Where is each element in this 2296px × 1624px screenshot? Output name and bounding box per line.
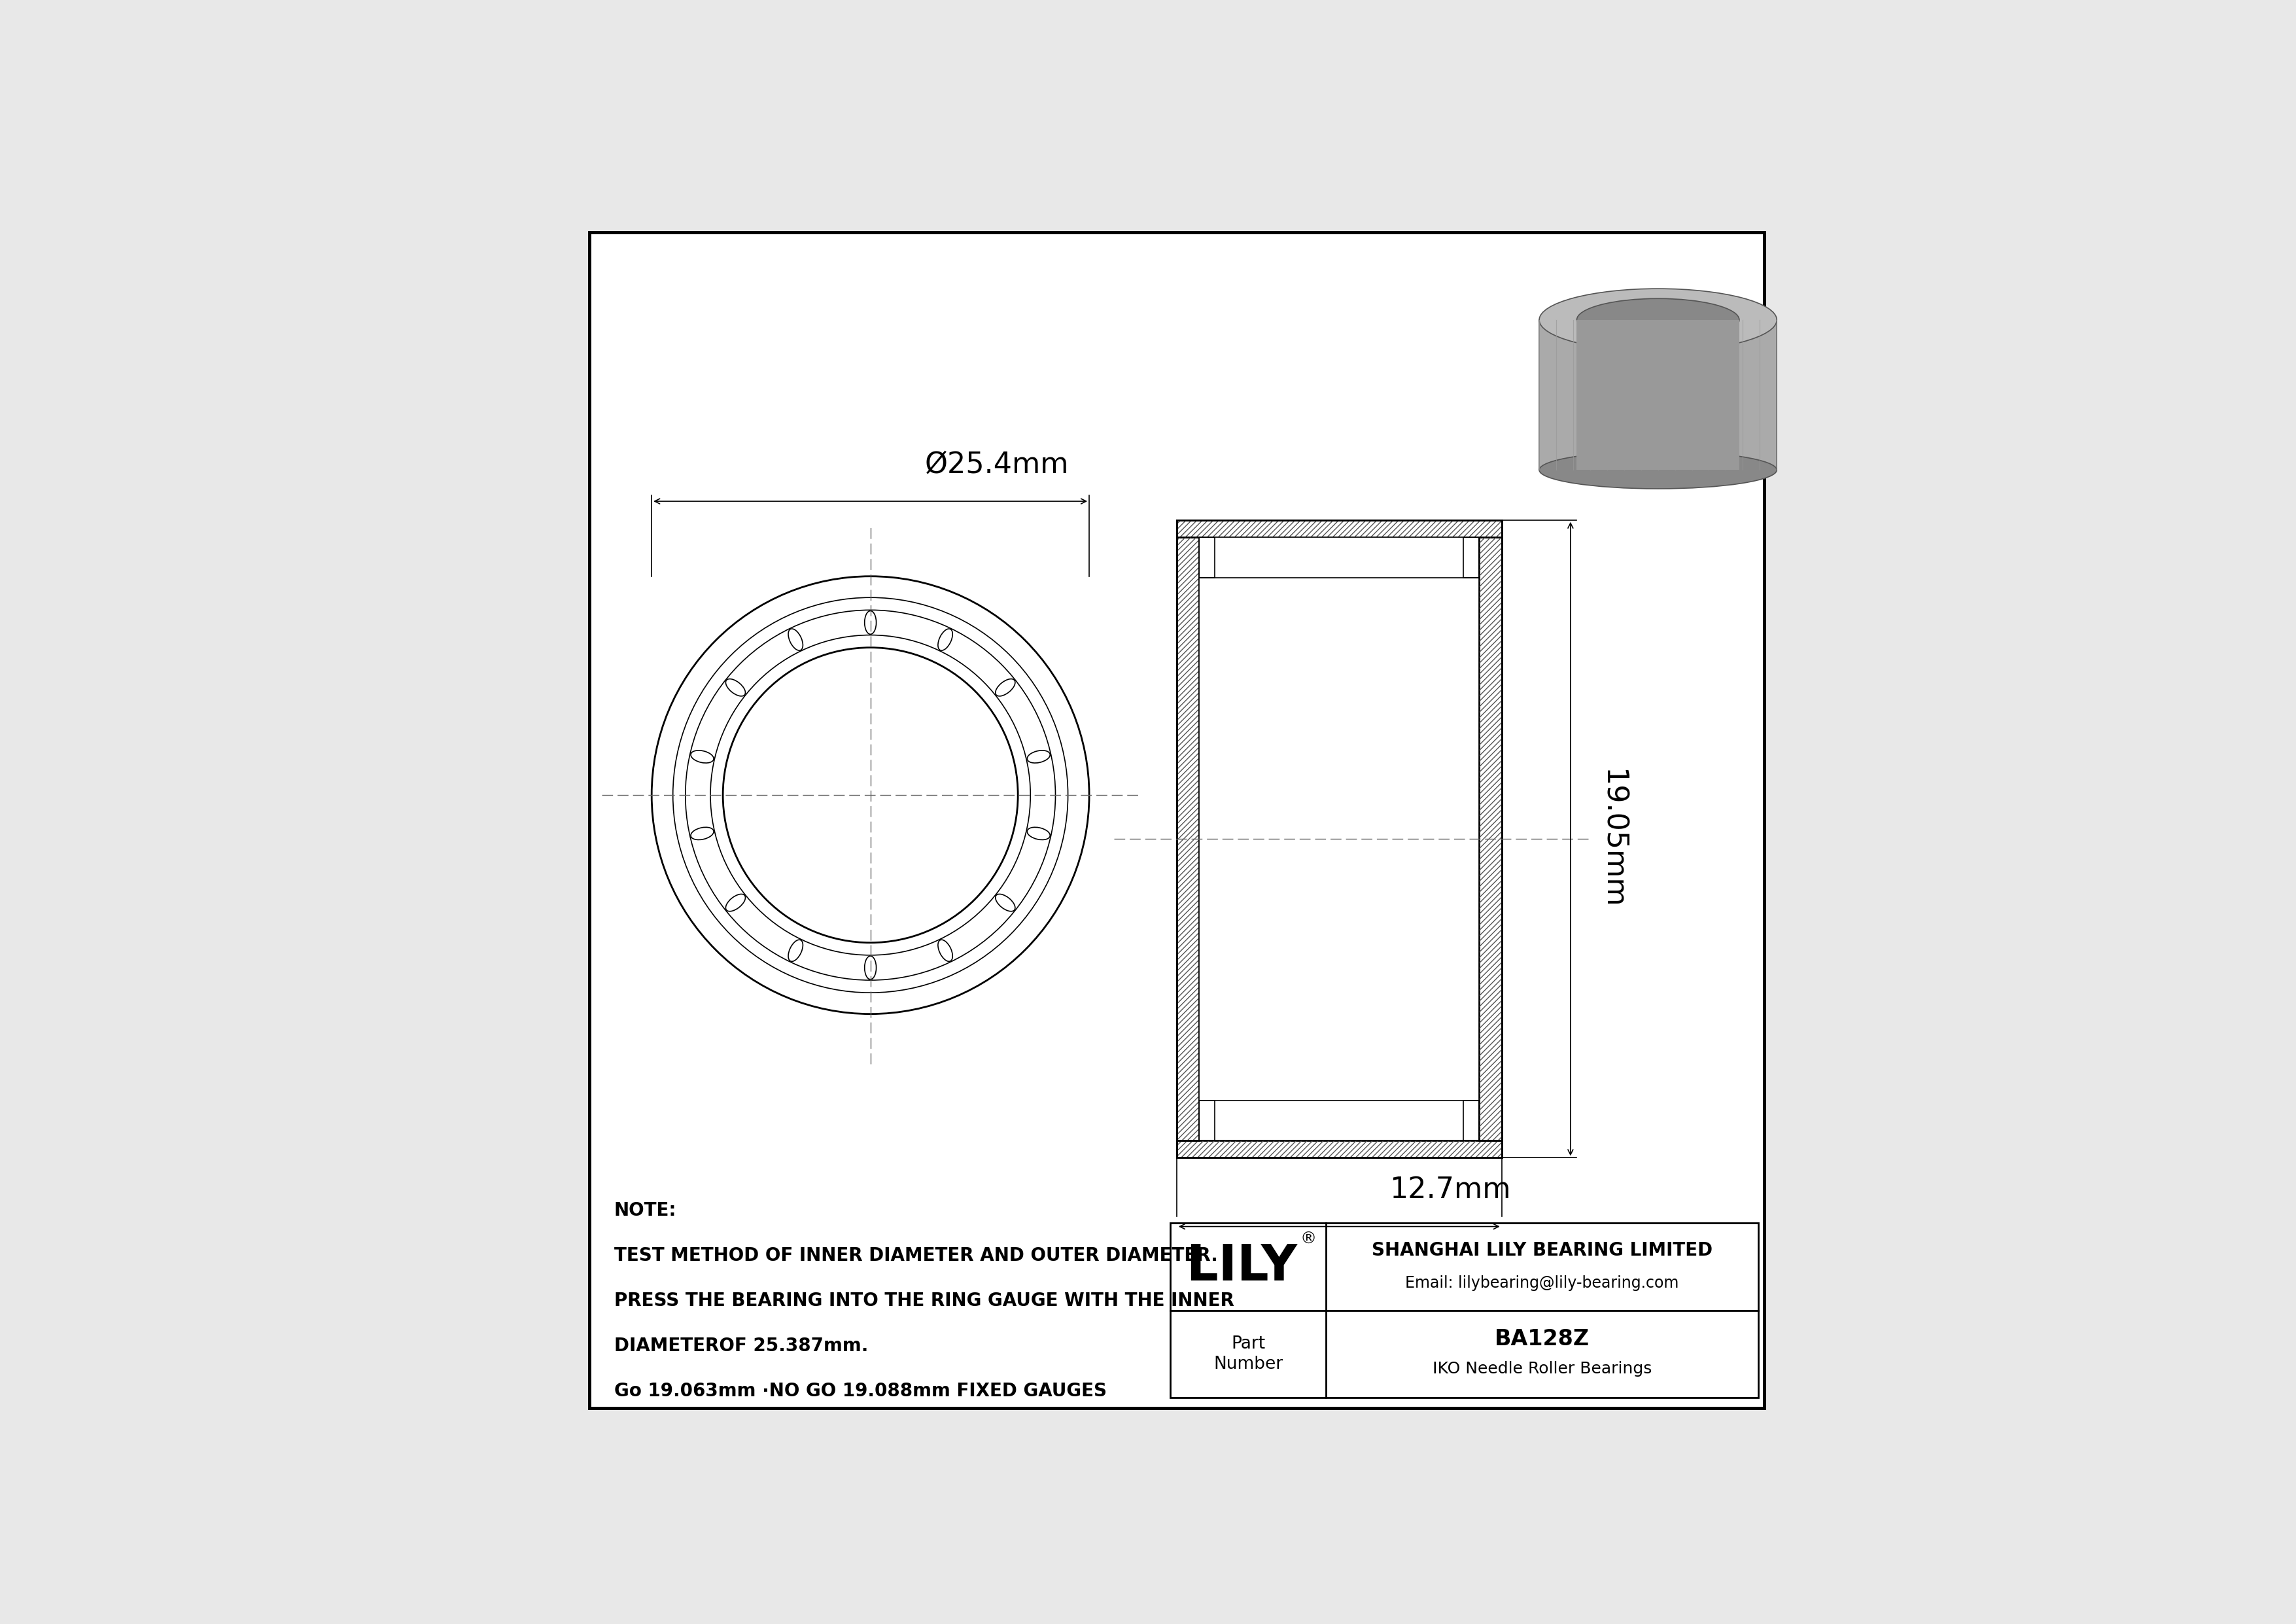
Text: ®: ®: [1300, 1231, 1316, 1247]
Ellipse shape: [996, 895, 1015, 911]
Ellipse shape: [1538, 289, 1777, 351]
Text: BA128Z: BA128Z: [1495, 1328, 1589, 1350]
Bar: [1199, 538, 1215, 578]
Ellipse shape: [996, 679, 1015, 697]
Ellipse shape: [939, 940, 953, 961]
Text: Number: Number: [1215, 1356, 1283, 1372]
Bar: [1479, 538, 1502, 1140]
Bar: [1479, 538, 1502, 1140]
Bar: [1176, 1140, 1502, 1158]
Bar: [1176, 538, 1199, 1140]
Ellipse shape: [1577, 299, 1740, 341]
Ellipse shape: [1026, 827, 1049, 840]
Bar: [1176, 1140, 1502, 1158]
Bar: [1463, 1099, 1479, 1140]
Ellipse shape: [726, 895, 746, 911]
Ellipse shape: [866, 611, 877, 635]
Ellipse shape: [866, 957, 877, 979]
Ellipse shape: [1538, 451, 1777, 489]
Text: Email: lilybearing@lily-bearing.com: Email: lilybearing@lily-bearing.com: [1405, 1275, 1678, 1291]
Ellipse shape: [788, 628, 804, 651]
Text: IKO Needle Roller Bearings: IKO Needle Roller Bearings: [1433, 1361, 1651, 1377]
Text: DIAMETEROF 25.387mm.: DIAMETEROF 25.387mm.: [613, 1337, 868, 1354]
Text: SHANGHAI LILY BEARING LIMITED: SHANGHAI LILY BEARING LIMITED: [1371, 1241, 1713, 1260]
Ellipse shape: [939, 628, 953, 651]
Bar: [1171, 1223, 1759, 1398]
Text: Ø25.4mm: Ø25.4mm: [925, 450, 1070, 479]
Text: Go 19.063mm ·NO GO 19.088mm FIXED GAUGES: Go 19.063mm ·NO GO 19.088mm FIXED GAUGES: [613, 1382, 1107, 1400]
Text: NOTE:: NOTE:: [613, 1202, 677, 1220]
Bar: [1577, 320, 1740, 469]
Text: LILY: LILY: [1187, 1242, 1297, 1291]
Text: PRESS THE BEARING INTO THE RING GAUGE WITH THE INNER: PRESS THE BEARING INTO THE RING GAUGE WI…: [613, 1291, 1235, 1311]
Text: TEST METHOD OF INNER DIAMETER AND OUTER DIAMETER.: TEST METHOD OF INNER DIAMETER AND OUTER …: [613, 1247, 1217, 1265]
Bar: [1176, 520, 1502, 538]
Polygon shape: [1538, 320, 1777, 469]
Bar: [1176, 520, 1502, 538]
Bar: [1463, 538, 1479, 578]
Bar: [1199, 1099, 1215, 1140]
Bar: [1176, 538, 1199, 1140]
Ellipse shape: [691, 827, 714, 840]
Bar: [1199, 538, 1479, 1140]
Ellipse shape: [726, 679, 746, 697]
Text: Part: Part: [1231, 1335, 1265, 1353]
Ellipse shape: [1026, 750, 1049, 763]
Text: 12.7mm: 12.7mm: [1389, 1176, 1511, 1203]
Ellipse shape: [691, 750, 714, 763]
Ellipse shape: [788, 940, 804, 961]
Text: 19.05mm: 19.05mm: [1598, 770, 1626, 909]
